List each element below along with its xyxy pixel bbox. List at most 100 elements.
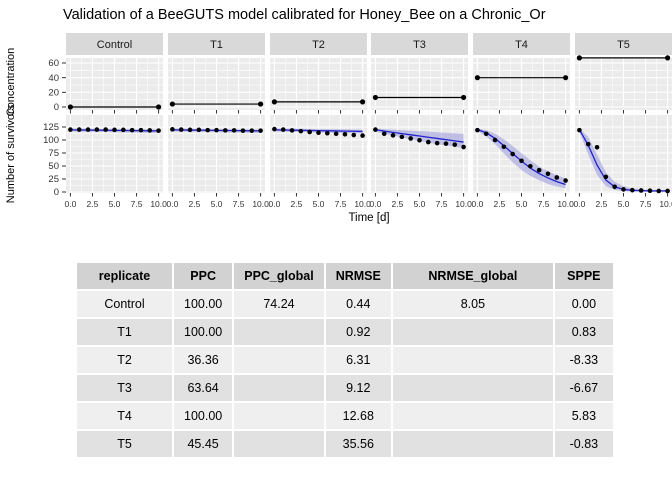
x-tick-label: 2.5 <box>189 199 201 209</box>
observed-point <box>399 134 405 140</box>
observed-point <box>563 178 568 183</box>
x-tick-label: 2.5 <box>596 199 608 209</box>
observed-point <box>443 141 449 146</box>
concentration-point <box>271 99 277 105</box>
observed-point <box>85 127 91 132</box>
table-cell: 63.64 <box>174 375 233 401</box>
x-tick-label: 2.5 <box>291 199 303 209</box>
column-header-ppc_global: PPC_global <box>234 263 324 289</box>
x-tick-label: 0.0 <box>471 199 483 209</box>
observed-point <box>205 127 210 133</box>
observed-point <box>475 127 480 133</box>
x-tick-label: 5.0 <box>313 199 325 209</box>
y-tick-label: 25 <box>48 174 59 185</box>
facet-strip <box>473 33 570 55</box>
facet-strip-label: T1 <box>210 39 223 51</box>
x-tick-label: 10.0 <box>557 199 574 209</box>
table-cell: -8.33 <box>554 347 613 373</box>
table-cell <box>234 403 324 429</box>
x-axis-title: Time [d] <box>348 212 389 224</box>
y-axis-title-survivors: Number of survivors <box>5 104 17 203</box>
x-tick-label: 2.5 <box>494 199 506 209</box>
observed-point <box>76 127 82 132</box>
table-cell: T3 <box>77 375 172 401</box>
table-cell <box>234 319 324 345</box>
validation-plot: Control 0.0 2.5 5.0 7.5 10.0 T1 0.0 2.5 5.0 7.5 10.… <box>5 33 672 224</box>
table-cell: -0.83 <box>554 431 613 457</box>
facet-strip-label: T5 <box>617 39 630 51</box>
observed-point <box>426 139 431 145</box>
x-tick-label: 2.5 <box>392 199 404 209</box>
credible-ribbon <box>477 128 566 189</box>
observed-point <box>325 130 330 136</box>
observed-point <box>390 133 396 138</box>
observed-point <box>519 158 524 164</box>
facet-strip-label: T2 <box>312 39 325 51</box>
y-tick-label: 0 <box>54 102 59 113</box>
concentration-point <box>169 101 175 107</box>
concentration-point <box>360 99 366 105</box>
facet-strip-label: Control <box>97 39 132 51</box>
observed-point <box>536 167 542 173</box>
observed-point <box>316 130 321 136</box>
concentration-point <box>576 55 583 61</box>
observed-point <box>187 127 193 133</box>
observed-point <box>621 187 626 192</box>
table-cell: 0.83 <box>554 319 613 345</box>
table-cell <box>234 347 324 373</box>
table-cell: 6.31 <box>325 347 391 373</box>
facet-strip <box>575 33 672 55</box>
column-header-nrmse: NRMSE <box>325 263 391 289</box>
facet-strip <box>168 33 265 55</box>
table-cell: 5.83 <box>554 403 613 429</box>
table-cell: 9.12 <box>325 375 391 401</box>
x-tick-label: 0.0 <box>573 199 585 209</box>
observed-point <box>258 128 263 133</box>
concentration-point <box>156 104 162 110</box>
table-cell: 45.45 <box>174 431 233 457</box>
table-cell: -6.67 <box>554 375 613 401</box>
x-tick-label: 7.5 <box>335 199 347 209</box>
observed-point <box>289 128 295 133</box>
results-table-header: replicate PPC PPC_global NRMSE NRMSE_global S… <box>77 263 613 289</box>
table-row-t1: T1 100.00 0.92 0.83 <box>77 319 613 345</box>
column-header-nrmse_global: NRMSE_global <box>392 263 553 289</box>
table-cell: 74.24 <box>234 291 324 317</box>
table-cell <box>234 375 324 401</box>
facet-strip-label: T4 <box>515 39 528 51</box>
table-cell: 0.92 <box>325 319 391 345</box>
table-row-t5: T5 45.45 35.56 -0.83 <box>77 431 613 457</box>
x-tick-label: 5.0 <box>414 199 426 209</box>
table-row-t3: T3 63.64 9.12 -6.67 <box>77 375 613 401</box>
observed-point <box>585 141 591 147</box>
x-tick-label: 2.5 <box>87 199 99 209</box>
observed-point <box>501 144 507 150</box>
concentration-point <box>474 75 480 81</box>
observed-point <box>170 127 175 132</box>
concentration-point <box>258 101 264 107</box>
x-tick-label: 0.0 <box>268 199 280 209</box>
observed-point <box>638 188 644 193</box>
table-cell: T2 <box>77 347 172 373</box>
observed-point <box>121 127 126 133</box>
x-tick-label: 7.5 <box>436 199 448 209</box>
observed-point <box>408 136 413 141</box>
y-tick-label: 125 <box>43 122 59 133</box>
concentration-point <box>563 75 569 81</box>
observed-point <box>196 127 202 133</box>
facet-strip <box>270 33 367 55</box>
table-cell: 100.00 <box>174 291 233 317</box>
observed-point <box>223 128 228 133</box>
table-cell <box>392 375 553 401</box>
table-cell: 8.05 <box>392 291 553 317</box>
observed-point <box>156 128 161 133</box>
facet-strip <box>66 33 163 55</box>
x-tick-label: 5.0 <box>109 199 121 209</box>
observed-point <box>103 127 108 132</box>
observed-point <box>178 127 184 132</box>
table-cell: T1 <box>77 319 172 345</box>
table-cell: 100.00 <box>174 403 233 429</box>
x-tick-label: 7.5 <box>640 199 652 209</box>
concentration-point <box>67 104 73 110</box>
observed-point <box>665 188 670 194</box>
